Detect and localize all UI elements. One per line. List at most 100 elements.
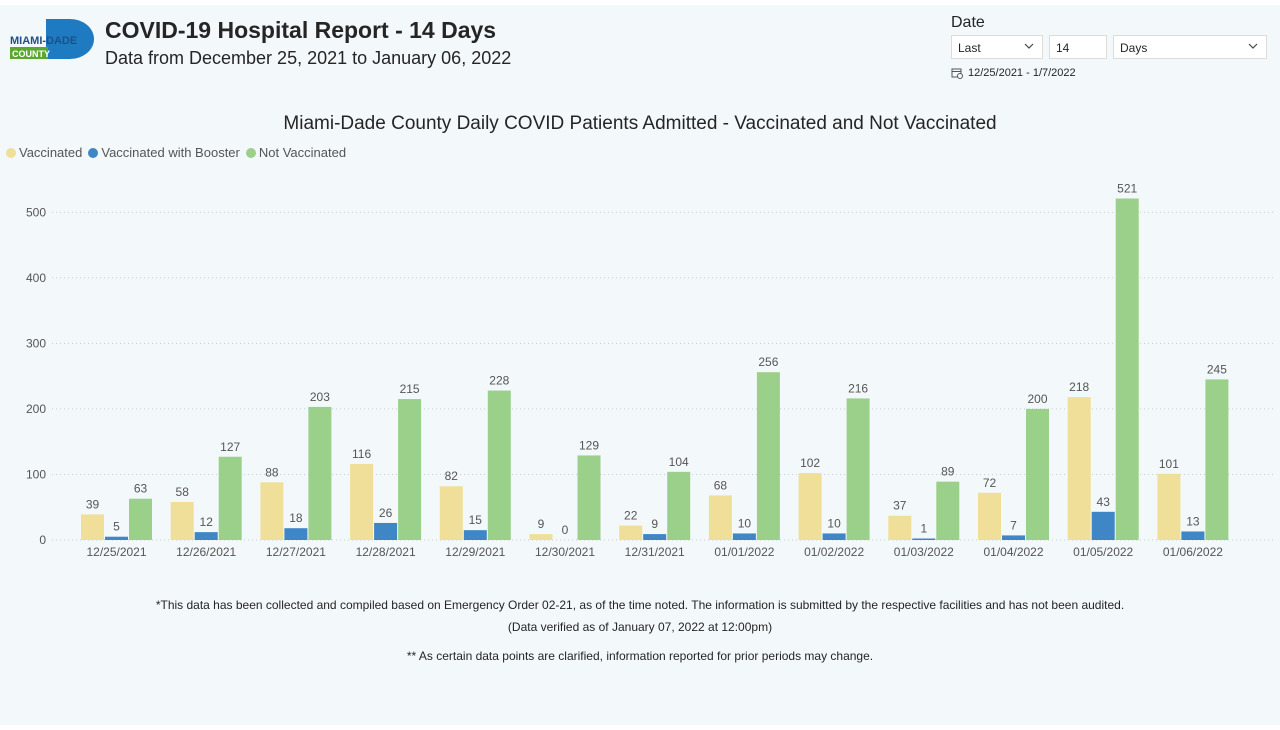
data-label: 10 [827, 516, 841, 530]
legend-item-vaccinated-with-booster[interactable]: Vaccinated with Booster [88, 145, 240, 160]
bar [374, 522, 398, 540]
bar [1002, 535, 1025, 540]
y-tick-label: 300 [26, 336, 46, 350]
bar [577, 455, 601, 540]
data-label: 215 [400, 382, 420, 396]
data-label: 0 [562, 523, 569, 537]
data-label: 63 [134, 482, 148, 496]
bar [284, 528, 308, 540]
data-label: 82 [445, 469, 459, 483]
data-label: 18 [289, 511, 303, 525]
legend-swatch [245, 147, 256, 158]
x-tick-label: 12/28/2021 [356, 545, 416, 559]
bar [1091, 511, 1115, 540]
x-tick-label: 12/27/2021 [266, 545, 326, 559]
y-tick-label: 500 [26, 205, 46, 219]
data-label: 12 [200, 515, 214, 529]
date-range-text: 12/25/2021 - 1/7/2022 [968, 67, 1076, 79]
bar [170, 501, 194, 540]
bar [936, 481, 960, 540]
bar [798, 473, 822, 540]
legend-swatch [6, 147, 16, 158]
data-label: 15 [469, 513, 483, 527]
x-tick-label: 12/26/2021 [176, 545, 236, 559]
data-label: 37 [893, 499, 907, 513]
chart-title: Miami-Dade County Daily COVID Patients A… [283, 113, 997, 134]
bar [732, 533, 756, 540]
bar [308, 406, 332, 540]
data-label: 72 [983, 476, 997, 490]
x-tick-label: 12/31/2021 [625, 545, 685, 559]
y-tick-label: 200 [26, 402, 46, 416]
logo-text-county: COUNTY [12, 49, 50, 59]
footnote-disclaimer: *This data has been collected and compil… [155, 598, 1125, 612]
bar [822, 533, 846, 540]
data-label: 228 [489, 374, 509, 388]
page-subtitle: Data from December 25, 2021 to January 0… [105, 48, 512, 68]
bar [643, 534, 667, 540]
data-label: 13 [1186, 514, 1200, 528]
bar [1181, 531, 1205, 540]
data-label: 88 [265, 465, 279, 479]
bar [463, 530, 487, 540]
legend-item-not-vaccinated[interactable]: Not Vaccinated [245, 145, 347, 160]
county-logo: MIAMI-DADE COUNTY [8, 15, 98, 63]
relative-date-mode-value: Last [958, 41, 981, 55]
bar [260, 482, 284, 540]
date-filter-label: Date [951, 14, 985, 31]
bar-chart: 01002003004005003956312/25/2021581212712… [26, 181, 1275, 559]
footnote-clarification: ** As certain data points are clarified,… [406, 649, 874, 663]
bar [888, 515, 912, 540]
data-label: 68 [714, 478, 728, 492]
bar [218, 456, 242, 540]
report-canvas: MIAMI-DADE COUNTY COVID-19 Hospital Repo… [0, 5, 1280, 725]
data-label: 245 [1207, 362, 1227, 376]
bar [756, 372, 780, 540]
logo-text-miami-dade: MIAMI-DADE [10, 35, 77, 47]
y-tick-label: 100 [26, 467, 46, 481]
legend-label: Vaccinated with Booster [101, 145, 240, 160]
x-tick-label: 12/30/2021 [535, 545, 595, 559]
relative-date-unit-select[interactable]: Days [1113, 35, 1267, 59]
footnote-verified: (Data verified as of January 07, 2022 at… [507, 620, 773, 634]
chevron-down-icon [1248, 43, 1258, 49]
chevron-down-icon [1024, 43, 1034, 49]
data-label: 22 [624, 509, 638, 523]
bar [105, 536, 128, 540]
relative-date-count-input[interactable]: 14 [1049, 35, 1107, 59]
chart-legend: Vaccinated Vaccinated with Booster Not V… [6, 145, 346, 160]
x-tick-label: 12/29/2021 [445, 545, 505, 559]
page-title: COVID-19 Hospital Report - 14 Days [105, 17, 497, 43]
bar [846, 398, 870, 540]
x-tick-label: 01/02/2022 [804, 545, 864, 559]
legend-label: Not Vaccinated [258, 145, 347, 160]
data-label: 5 [113, 520, 120, 534]
bar [667, 471, 691, 540]
data-label: 200 [1027, 392, 1047, 406]
date-range-readout: 12/25/2021 - 1/7/2022 [951, 67, 1076, 79]
legend-label: Vaccinated [19, 145, 83, 160]
legend-item-vaccinated[interactable]: Vaccinated [6, 145, 82, 160]
bar [439, 486, 463, 540]
y-tick-label: 0 [39, 533, 46, 547]
data-label: 116 [352, 447, 371, 461]
relative-date-count-value: 14 [1056, 41, 1070, 55]
data-label: 10 [738, 516, 752, 530]
x-tick-label: 01/04/2022 [983, 545, 1043, 559]
bar [1026, 408, 1049, 540]
relative-date-mode-select[interactable]: Last [951, 35, 1043, 59]
data-label: 26 [379, 506, 393, 520]
legend-swatch [88, 147, 99, 158]
data-label: 101 [1159, 457, 1179, 471]
bar [487, 390, 511, 540]
bar [194, 532, 218, 540]
data-label: 39 [86, 497, 100, 511]
data-label: 216 [848, 381, 868, 395]
bar [129, 498, 152, 540]
data-label: 521 [1117, 181, 1137, 195]
data-label: 203 [310, 390, 330, 404]
y-tick-label: 400 [26, 271, 46, 285]
x-tick-label: 01/06/2022 [1163, 545, 1223, 559]
bar [619, 525, 643, 540]
calendar-icon [951, 68, 963, 79]
